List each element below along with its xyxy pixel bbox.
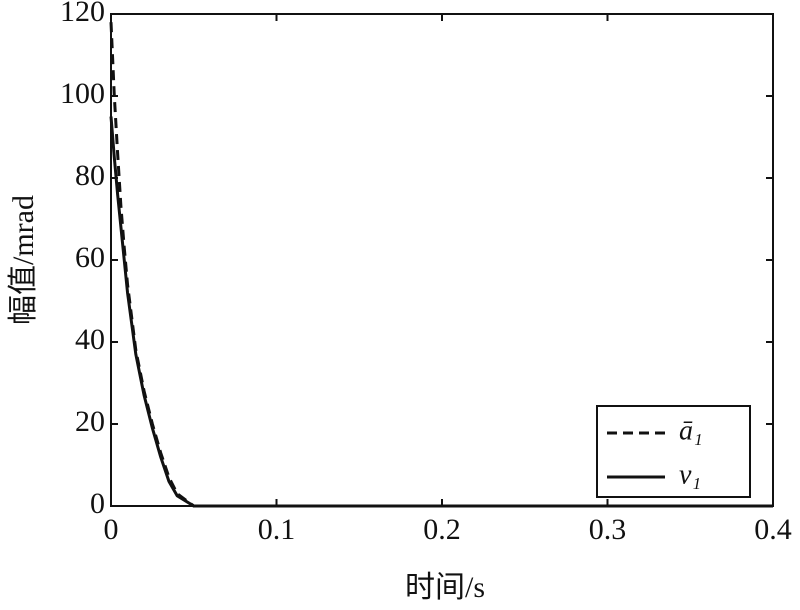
y-tick-label: 100 [60,77,105,110]
x-tick-label: 0.1 [258,513,296,546]
y-tick-label: 80 [75,159,105,192]
legend-label: ā₁ [679,415,703,446]
y-tick-label: 120 [60,0,105,28]
x-tick-label: 0.2 [423,513,461,546]
x-tick-label: 0.3 [589,513,627,546]
x-tick-label: 0.4 [754,513,792,546]
y-tick-label: 40 [75,323,105,356]
y-tick-label: 20 [75,405,105,438]
plot-frame [110,13,774,507]
y-tick-label: 0 [90,487,105,520]
y-axis-title: 幅值/mrad [7,195,40,325]
legend-box [596,405,751,498]
x-axis-title: 时间/s [405,571,485,604]
x-tick-label: 0 [104,513,119,546]
legend-label: v₁ [679,459,701,490]
y-tick-label: 60 [75,241,105,274]
